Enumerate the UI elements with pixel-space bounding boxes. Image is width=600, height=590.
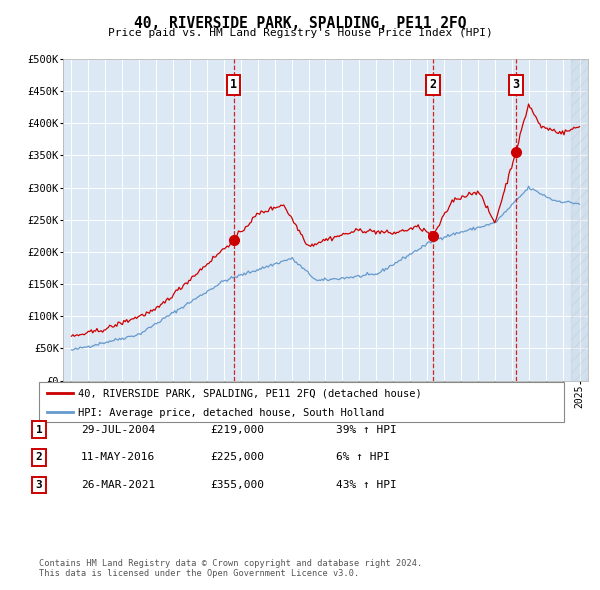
Text: 2: 2 [35, 453, 43, 462]
FancyBboxPatch shape [39, 382, 564, 422]
Text: 1: 1 [35, 425, 43, 434]
Text: £225,000: £225,000 [210, 453, 264, 462]
Text: £219,000: £219,000 [210, 425, 264, 434]
Bar [571, 59, 588, 381]
Text: £355,000: £355,000 [210, 480, 264, 490]
Text: 26-MAR-2021: 26-MAR-2021 [81, 480, 155, 490]
Text: 43% ↑ HPI: 43% ↑ HPI [336, 480, 397, 490]
Text: Contains HM Land Registry data © Crown copyright and database right 2024.: Contains HM Land Registry data © Crown c… [39, 559, 422, 568]
Text: This data is licensed under the Open Government Licence v3.0.: This data is licensed under the Open Gov… [39, 569, 359, 578]
Text: Price paid vs. HM Land Registry's House Price Index (HPI): Price paid vs. HM Land Registry's House … [107, 28, 493, 38]
Text: 2: 2 [430, 78, 437, 91]
Text: 3: 3 [512, 78, 519, 91]
Text: 39% ↑ HPI: 39% ↑ HPI [336, 425, 397, 434]
Text: 29-JUL-2004: 29-JUL-2004 [81, 425, 155, 434]
Text: 40, RIVERSIDE PARK, SPALDING, PE11 2FQ: 40, RIVERSIDE PARK, SPALDING, PE11 2FQ [134, 16, 466, 31]
Text: HPI: Average price, detached house, South Holland: HPI: Average price, detached house, Sout… [79, 408, 385, 418]
Text: 6% ↑ HPI: 6% ↑ HPI [336, 453, 390, 462]
Text: 1: 1 [230, 78, 237, 91]
Text: 11-MAY-2016: 11-MAY-2016 [81, 453, 155, 462]
Text: 40, RIVERSIDE PARK, SPALDING, PE11 2FQ (detached house): 40, RIVERSIDE PARK, SPALDING, PE11 2FQ (… [79, 388, 422, 398]
Text: 3: 3 [35, 480, 43, 490]
